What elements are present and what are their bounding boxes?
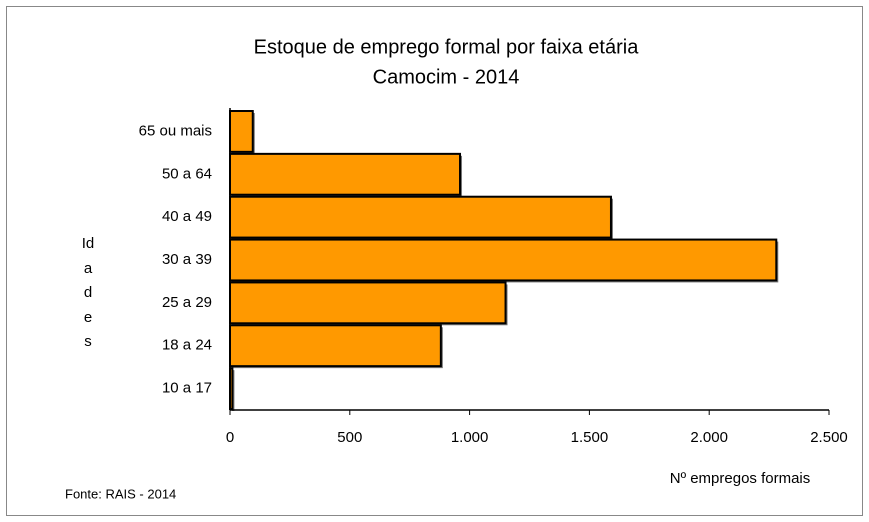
source: Fonte: RAIS - 2014 [65, 486, 176, 501]
y-tick-label: 10 a 17 [162, 380, 212, 397]
y-tick-label: 30 a 39 [162, 251, 212, 268]
x-tick-label: 500 [337, 429, 362, 446]
bar [229, 152, 462, 196]
x-tick-label: 1.000 [451, 429, 489, 446]
x-tick-label: 2.000 [690, 429, 728, 446]
bar [229, 281, 507, 325]
x-axis-label: Nº empregos formais [670, 470, 811, 487]
chart-title: Estoque de emprego formal por faixa etár… [254, 36, 640, 58]
y-tick-label: 25 a 29 [162, 294, 212, 311]
x-tick-label: 1.500 [571, 429, 609, 446]
bar [229, 110, 254, 153]
y-tick-label: 18 a 24 [162, 337, 212, 354]
x-tick-label: 0 [226, 429, 234, 446]
y-tick-label: 65 ou mais [139, 122, 212, 139]
y-axis-label: Idades [81, 235, 95, 350]
bar [229, 324, 442, 368]
bar [229, 238, 778, 282]
y-tick-label: 40 a 49 [162, 208, 212, 225]
y-tick-label: 50 a 64 [162, 165, 212, 182]
bar [229, 195, 612, 239]
chart-subtitle: Camocim - 2014 [373, 66, 520, 88]
x-tick-label: 2.500 [810, 429, 848, 446]
